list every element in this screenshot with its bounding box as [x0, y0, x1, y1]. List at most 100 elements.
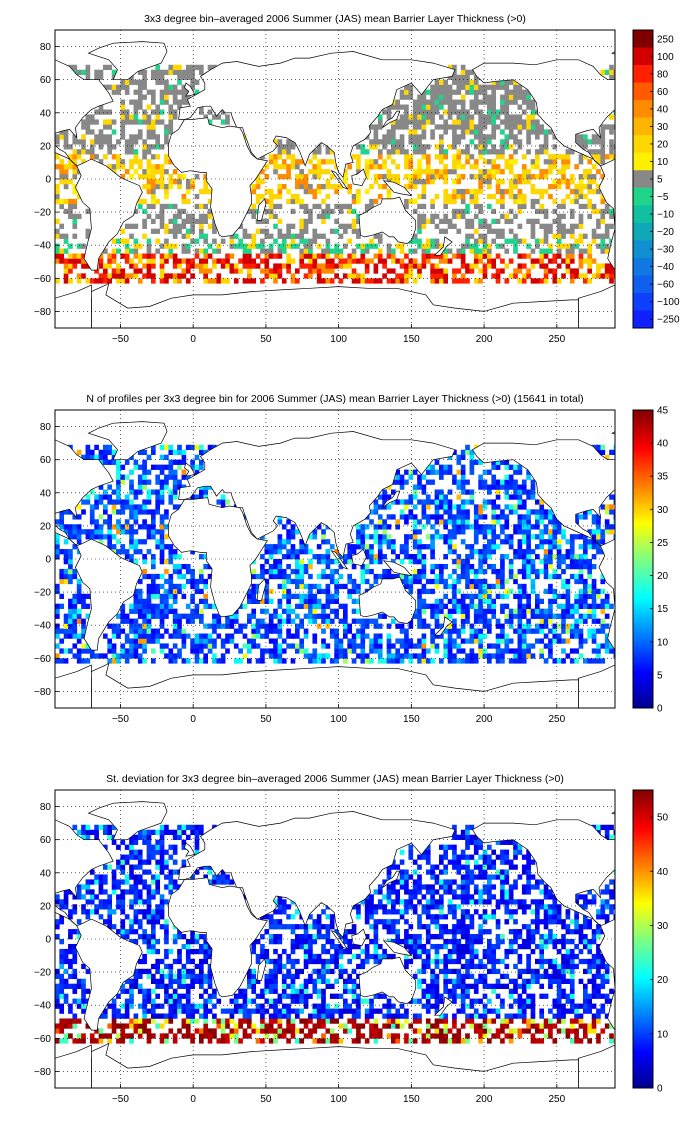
heatmap-cell [395, 638, 401, 644]
heatmap-cell [76, 534, 82, 540]
heatmap-cell [233, 1028, 239, 1034]
heatmap-cell [596, 643, 601, 649]
heatmap-cell [107, 149, 113, 155]
heatmap-cell [578, 628, 584, 634]
heatmap-cell [159, 573, 165, 580]
heatmap-cell [277, 534, 283, 540]
heatmap-cell [539, 529, 545, 535]
heatmap-cell [168, 84, 174, 90]
heatmap-cell [565, 149, 571, 155]
heatmap-cell [81, 139, 86, 145]
heatmap-cell [482, 124, 488, 130]
heatmap-cell [386, 638, 392, 644]
heatmap-cell [591, 628, 597, 634]
heatmap-cell [273, 203, 278, 210]
heatmap-cell [98, 258, 104, 264]
heatmap-cell [469, 243, 475, 249]
heatmap-cell [377, 174, 383, 180]
heatmap-cell [290, 238, 296, 244]
heatmap-cell [565, 638, 571, 644]
heatmap-cell [181, 1033, 187, 1039]
heatmap-cell [89, 149, 95, 155]
heatmap-cell [268, 268, 274, 274]
heatmap-cell [98, 1028, 104, 1034]
heatmap-cell [146, 203, 152, 210]
heatmap-cell [508, 169, 514, 175]
heatmap-cell [329, 658, 335, 664]
heatmap-cell [281, 238, 287, 244]
heatmap-cell [268, 549, 274, 555]
heatmap-cell [308, 573, 313, 580]
heatmap-cell [600, 159, 606, 165]
heatmap-cell [439, 159, 444, 165]
heatmap-cell [591, 638, 597, 644]
heatmap-cell [587, 203, 593, 210]
heatmap-cell [98, 273, 104, 279]
heatmap-cell [369, 559, 374, 565]
heatmap-cell [329, 248, 335, 254]
heatmap-cell [312, 154, 318, 160]
heatmap-cell [343, 223, 348, 229]
heatmap-cell [194, 238, 200, 244]
heatmap-cell [312, 238, 318, 244]
heatmap-cell [364, 164, 370, 170]
heatmap-cell [364, 258, 370, 264]
colorbar-segment [633, 170, 653, 189]
heatmap-cell [137, 203, 143, 210]
heatmap-cell [190, 1038, 195, 1044]
heatmap-cell [268, 253, 274, 259]
heatmap-cell [465, 658, 470, 664]
heatmap-cell [535, 119, 540, 125]
heatmap-cell [168, 183, 174, 190]
heatmap-cell [465, 618, 470, 624]
heatmap-cell [199, 588, 204, 595]
heatmap-cell [356, 169, 361, 175]
heatmap-cell [452, 623, 457, 629]
heatmap-cell [504, 593, 510, 600]
heatmap-cell [399, 623, 405, 629]
heatmap-cell [439, 504, 444, 510]
heatmap-cell [351, 223, 357, 229]
heatmap-cell [364, 159, 370, 165]
heatmap-cell [596, 149, 601, 155]
heatmap-cell [543, 618, 549, 624]
heatmap-cell [478, 119, 483, 125]
heatmap-cell [129, 499, 134, 505]
heatmap-cell [491, 484, 497, 490]
heatmap-cell [199, 578, 204, 585]
heatmap-cell [482, 243, 488, 249]
heatmap-cell [482, 479, 488, 485]
heatmap-cell [98, 109, 104, 115]
heatmap-cell [574, 618, 579, 624]
heatmap-cell [76, 529, 82, 535]
heatmap-cell [600, 658, 606, 664]
heatmap-cell [312, 203, 318, 210]
heatmap-cell [338, 1023, 344, 1029]
heatmap-cell [604, 263, 610, 269]
heatmap-cell [251, 623, 257, 629]
heatmap-cell [251, 573, 257, 580]
heatmap-cell [247, 1023, 252, 1029]
heatmap-cell [487, 258, 492, 264]
heatmap-cell [473, 459, 479, 465]
heatmap-cell [203, 258, 209, 264]
heatmap-cell [569, 534, 575, 540]
heatmap-cell [430, 169, 435, 175]
heatmap-cell [417, 479, 422, 485]
heatmap-cell [591, 529, 597, 535]
heatmap-cell [491, 549, 497, 555]
heatmap-cell [255, 253, 261, 259]
heatmap-cell [85, 444, 91, 451]
heatmap-cell [137, 134, 143, 140]
heatmap-cell [395, 658, 401, 664]
heatmap-cell [552, 164, 558, 170]
heatmap-cell [412, 494, 418, 500]
heatmap-cell [55, 583, 60, 590]
heatmap-cell [129, 454, 134, 460]
heatmap-cell [107, 119, 113, 125]
heatmap-cell [412, 258, 418, 264]
heatmap-cell [460, 248, 466, 254]
heatmap-cell [369, 648, 374, 654]
heatmap-cell [543, 554, 549, 560]
heatmap-cell [526, 559, 531, 565]
